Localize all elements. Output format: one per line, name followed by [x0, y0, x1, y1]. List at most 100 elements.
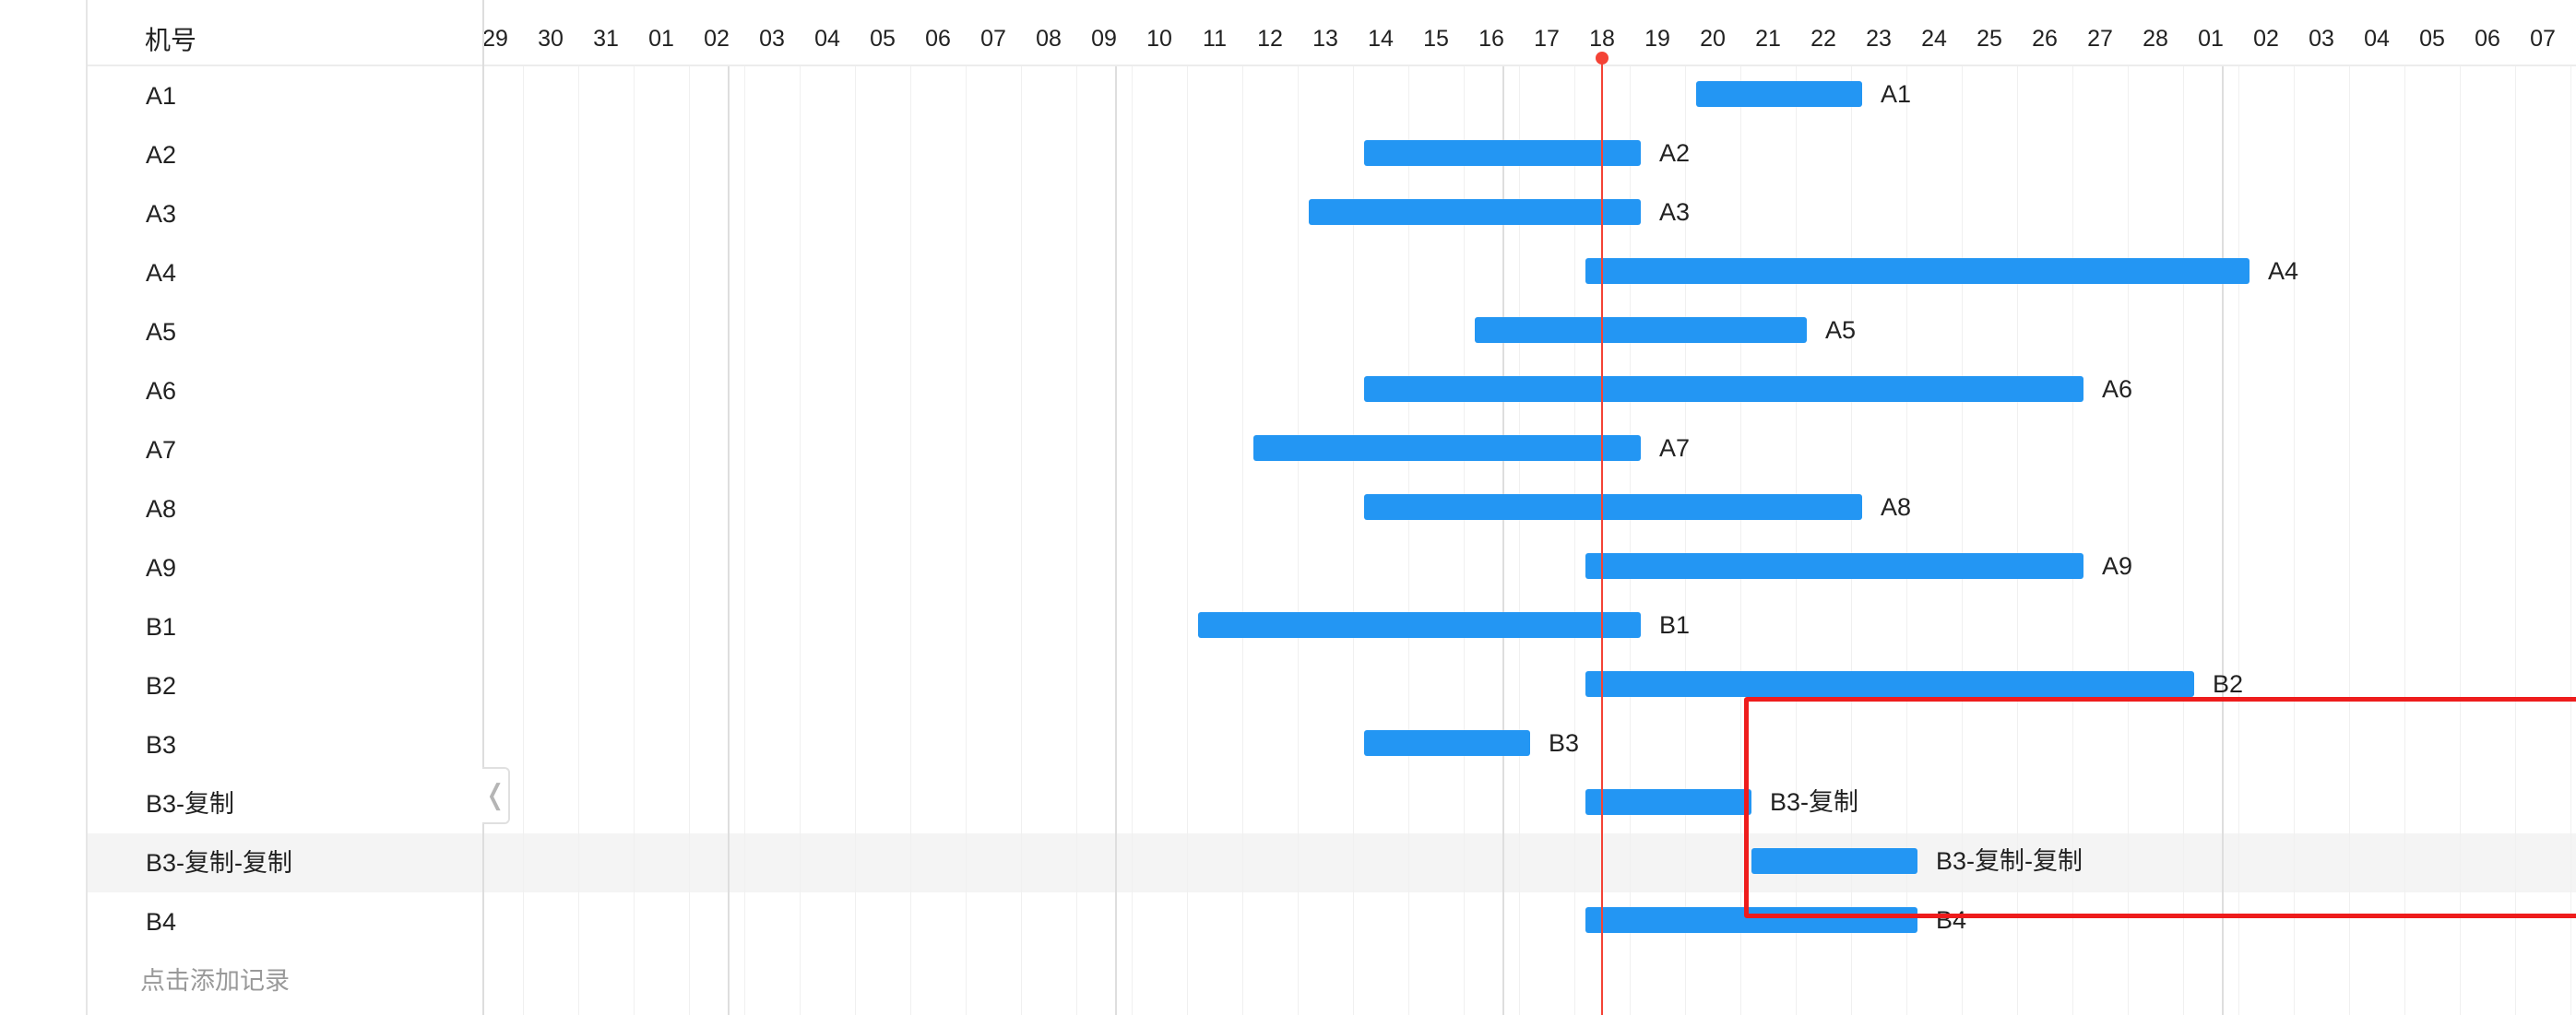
- task-bar-label: A4: [2268, 257, 2299, 285]
- day-grid-line: [578, 66, 579, 1015]
- week-grid-line: [728, 66, 730, 1015]
- week-grid-line: [2222, 66, 2224, 1015]
- row-band: [484, 538, 2576, 597]
- today-marker-dot: [1596, 52, 1609, 65]
- task-bar-label: A7: [1659, 434, 1691, 462]
- collapse-panel-handle[interactable]: ❬: [482, 767, 510, 824]
- day-tick: 21: [1755, 26, 1781, 52]
- row-band: [484, 243, 2576, 302]
- day-tick: 19: [1644, 26, 1670, 52]
- task-bar-label: B1: [1659, 611, 1691, 639]
- day-grid-line: [744, 66, 745, 1015]
- machine-label: B3: [146, 731, 177, 759]
- task-bar[interactable]: [1475, 317, 1807, 343]
- machine-column-header[interactable]: 机号: [145, 26, 197, 54]
- machine-label: A9: [146, 554, 177, 582]
- day-grid-line: [2460, 66, 2461, 1015]
- list-item[interactable]: A9: [88, 538, 482, 597]
- machine-label: A4: [146, 259, 177, 287]
- day-grid-line: [1408, 66, 1409, 1015]
- task-bar[interactable]: [1364, 376, 2083, 402]
- add-record-link[interactable]: 点击添加记录: [140, 967, 290, 995]
- day-tick: 02: [704, 26, 730, 52]
- list-item[interactable]: B1: [88, 597, 482, 656]
- day-tick: 22: [1810, 26, 1836, 52]
- task-bar[interactable]: [1364, 140, 1641, 166]
- list-item[interactable]: A6: [88, 361, 482, 420]
- list-item[interactable]: B3: [88, 715, 482, 774]
- list-item[interactable]: A3: [88, 184, 482, 243]
- task-bar[interactable]: [1585, 671, 2194, 697]
- day-tick: 25: [1977, 26, 2002, 52]
- day-tick: 02: [2253, 26, 2279, 52]
- day-grid-line: [1851, 66, 1852, 1015]
- day-grid-line: [855, 66, 856, 1015]
- day-grid-line: [1353, 66, 1354, 1015]
- machine-label: A6: [146, 377, 177, 405]
- task-bar[interactable]: [1585, 789, 1751, 815]
- day-tick: 17: [1534, 26, 1560, 52]
- day-tick: 03: [2309, 26, 2334, 52]
- list-item[interactable]: B3-复制: [88, 774, 482, 833]
- row-band: [484, 715, 2576, 774]
- list-item[interactable]: A8: [88, 479, 482, 538]
- task-bar[interactable]: [1585, 907, 1917, 933]
- task-bar[interactable]: [1585, 258, 2250, 284]
- week-grid-line: [1115, 66, 1117, 1015]
- list-item[interactable]: A5: [88, 302, 482, 361]
- task-bar[interactable]: [1309, 199, 1641, 225]
- day-tick: 01: [648, 26, 674, 52]
- day-tick: 11: [1203, 26, 1227, 52]
- list-item[interactable]: A2: [88, 125, 482, 184]
- day-tick: 29: [484, 26, 508, 52]
- day-grid-line: [1574, 66, 1575, 1015]
- task-bar-label: A3: [1659, 198, 1691, 226]
- row-band: [484, 656, 2576, 715]
- list-item[interactable]: A7: [88, 420, 482, 479]
- day-tick: 24: [1921, 26, 1947, 52]
- day-grid-line: [2570, 66, 2571, 1015]
- task-bar[interactable]: [1198, 612, 1641, 638]
- day-grid-line: [2238, 66, 2239, 1015]
- task-bar[interactable]: [1364, 730, 1530, 756]
- task-bar[interactable]: [1585, 553, 2083, 579]
- day-grid-line: [910, 66, 911, 1015]
- task-bar-label: B3: [1549, 729, 1580, 757]
- machine-label: A1: [146, 82, 177, 110]
- list-item[interactable]: B4: [88, 892, 482, 951]
- task-bar[interactable]: [1364, 494, 1862, 520]
- day-tick: 05: [2419, 26, 2445, 52]
- day-tick: 10: [1146, 26, 1172, 52]
- day-tick: 08: [1036, 26, 1062, 52]
- task-bar[interactable]: [1751, 848, 1917, 874]
- task-bar-label: A9: [2102, 552, 2133, 580]
- task-bar[interactable]: [1253, 435, 1641, 461]
- day-grid-line: [1076, 66, 1077, 1015]
- day-tick: 23: [1866, 26, 1892, 52]
- day-tick: 18: [1589, 26, 1615, 52]
- row-band: [484, 892, 2576, 951]
- machine-label: A3: [146, 200, 177, 228]
- day-grid-line: [2017, 66, 2018, 1015]
- machine-label: B3-复制-复制: [146, 849, 293, 877]
- task-bar-label: A8: [1881, 493, 1912, 521]
- list-item[interactable]: A4: [88, 243, 482, 302]
- task-bar-label: A5: [1825, 316, 1857, 344]
- day-grid-line: [966, 66, 967, 1015]
- list-item[interactable]: B2: [88, 656, 482, 715]
- gantt-chart: 29 30 31 01 02 03 04 05 06 07 08 09 10 11 12 13 14 15 16 17…: [484, 0, 2576, 1015]
- day-grid-line: [1630, 66, 1631, 1015]
- list-item[interactable]: B3-复制-复制: [88, 833, 482, 892]
- day-tick: 15: [1423, 26, 1449, 52]
- machine-list-panel: 机号 A1 A2 A3 A4 A5 A6 A7 A8 A9 B1 B2 B3 B3-复制 B3-复制-复制…: [88, 0, 484, 1015]
- day-grid-line: [2183, 66, 2184, 1015]
- machine-label: A2: [146, 141, 177, 169]
- list-item[interactable]: A1: [88, 66, 482, 125]
- task-bar-label: B4: [1936, 906, 1967, 934]
- machine-label: A8: [146, 495, 177, 523]
- day-grid-line: [2404, 66, 2405, 1015]
- task-bar[interactable]: [1696, 81, 1862, 107]
- task-bar-label: B3-复制: [1770, 788, 1859, 816]
- day-tick: 31: [593, 26, 619, 52]
